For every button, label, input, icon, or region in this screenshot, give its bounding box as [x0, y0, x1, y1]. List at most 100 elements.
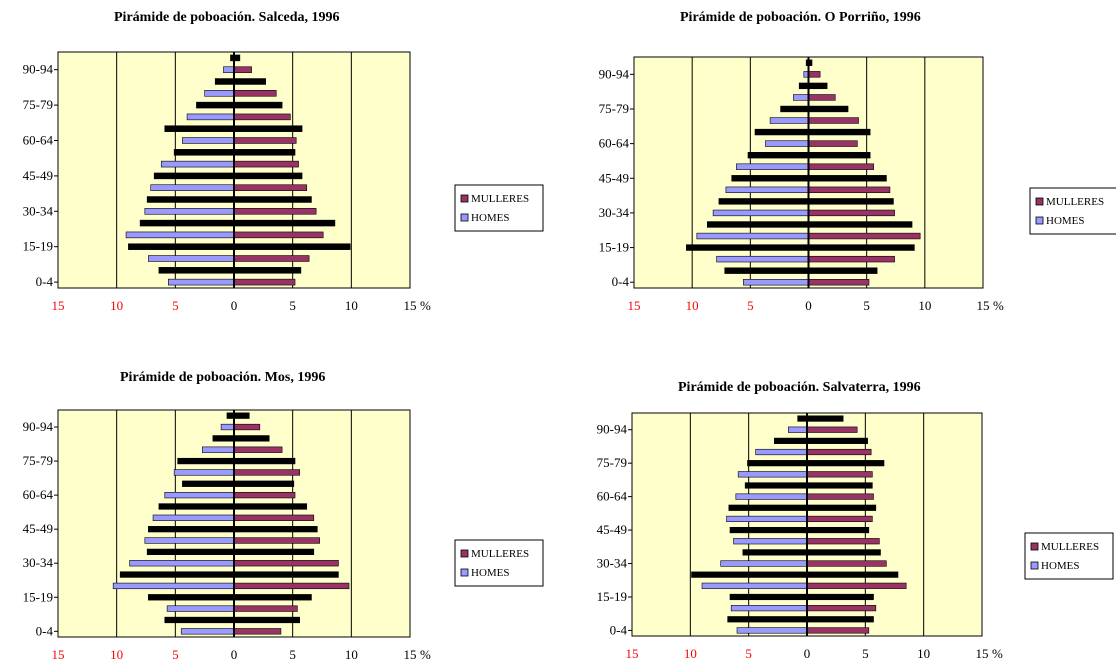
bar-homes	[755, 448, 808, 456]
legend-label-homes: HOMES	[471, 567, 510, 579]
legend-box	[1024, 532, 1114, 580]
y-tick-label: 45-49	[23, 168, 53, 183]
y-tick-label: 0-4	[610, 622, 628, 637]
legend-swatch-mulleres	[460, 549, 469, 558]
x-tick-label: 15	[404, 298, 417, 313]
x-tick-label: 15	[52, 298, 65, 313]
chart-svg-o-porrino: 0-4 15-19 30-34 45-49 60-64 75-79 90-94 15 10 5 0 5…	[599, 56, 1116, 313]
x-tick-label: 0	[804, 646, 811, 661]
bar-mulleres	[806, 549, 881, 556]
x-tick-label: 5	[863, 298, 870, 313]
y-tick-label: 60-64	[23, 487, 54, 502]
y-tick-label: 45-49	[597, 522, 627, 537]
y-tick-label: 45-49	[23, 521, 53, 536]
bar-homes	[720, 560, 808, 567]
bar-homes	[727, 616, 808, 623]
bar-mulleres	[806, 538, 880, 545]
bar-homes	[729, 593, 808, 601]
bar-homes	[735, 493, 808, 500]
y-tick-label: 0-4	[36, 623, 54, 638]
bar-mulleres	[806, 582, 907, 589]
chart-title: Pirámide de poboación. Salvaterra, 1996	[678, 380, 921, 395]
x-tick-label: 10	[345, 647, 358, 662]
y-tick-label: 15-19	[23, 239, 53, 254]
y-tick-label: 15-19	[597, 589, 627, 604]
legend-label-homes: HOMES	[1046, 215, 1085, 227]
y-tick-label: 75-79	[23, 453, 53, 468]
y-tick-label: 60-64	[597, 489, 628, 504]
bar-homes	[744, 482, 808, 489]
y-tick-label: 90-94	[599, 66, 630, 81]
bar-homes	[733, 538, 808, 545]
bar-mulleres	[806, 627, 870, 634]
x-tick-label: 10	[345, 298, 358, 313]
x-unit-label: %	[993, 298, 1004, 313]
x-tick-label: 5	[289, 298, 296, 313]
y-tick-label: 30-34	[599, 205, 630, 220]
x-tick-label: 15	[404, 647, 417, 662]
bar-homes	[701, 582, 808, 589]
legend-label-mulleres: MULLERES	[471, 193, 529, 205]
bar-mulleres	[806, 471, 873, 478]
y-tick-label: 90-94	[597, 422, 628, 437]
x-tick-label: 15	[628, 298, 641, 313]
legend-box	[454, 184, 544, 232]
bar-homes	[788, 426, 808, 433]
bar-homes	[730, 605, 808, 612]
x-tick-label: 5	[172, 647, 179, 662]
bar-homes	[737, 471, 808, 478]
x-tick-label: 5	[172, 298, 179, 313]
chart-title: Pirámide de poboación. Mos, 1996	[120, 370, 326, 385]
y-tick-label: 30-34	[23, 203, 54, 218]
bar-homes	[728, 504, 808, 511]
y-tick-label: 90-94	[23, 419, 54, 434]
bar-mulleres	[806, 415, 844, 422]
bar-mulleres	[806, 493, 874, 500]
x-tick-label: 5	[745, 646, 752, 661]
chart-svg-salceda: 0-4 15-19 30-34 45-49 60-64 75-79 90-94 15 10 5 0 5…	[23, 51, 544, 313]
y-tick-label: 75-79	[597, 455, 627, 470]
chart-svg-mos: 0-4 15-19 30-34 45-49 60-64 75-79 90-94 15 10 5 0 5…	[23, 409, 544, 662]
y-tick-label: 75-79	[23, 97, 53, 112]
y-tick-label: 0-4	[36, 274, 54, 289]
bar-mulleres	[806, 605, 877, 612]
bar-mulleres	[806, 560, 887, 567]
y-tick-label: 60-64	[23, 133, 54, 148]
bar-mulleres	[806, 593, 874, 601]
legend-swatch-homes	[460, 213, 469, 222]
bar-mulleres	[806, 526, 870, 534]
bar-homes	[736, 627, 808, 634]
legend-label-mulleres: MULLERES	[1041, 541, 1099, 553]
legend-box	[454, 539, 544, 587]
x-tick-label: 5	[289, 647, 296, 662]
x-tick-label: 15	[626, 646, 639, 661]
x-unit-label: %	[420, 647, 431, 662]
x-tick-label: 10	[917, 646, 930, 661]
x-tick-label: 15	[977, 298, 990, 313]
legend-swatch-homes	[1035, 216, 1044, 225]
legend-label-homes: HOMES	[1041, 560, 1080, 572]
x-tick-label: 10	[918, 298, 931, 313]
y-tick-label: 30-34	[597, 556, 628, 571]
legend-swatch-mulleres	[460, 194, 469, 203]
legend-swatch-mulleres	[1030, 542, 1039, 551]
bar-mulleres	[806, 437, 868, 444]
y-tick-label: 45-49	[599, 170, 629, 185]
chart-title: Pirámide de poboación. O Porriño, 1996	[680, 10, 921, 25]
bar-mulleres	[806, 426, 858, 433]
y-tick-label: 15-19	[599, 240, 629, 255]
bar-homes	[726, 515, 808, 523]
x-tick-label: 5	[862, 646, 869, 661]
y-tick-label: 90-94	[23, 62, 54, 77]
x-tick-label: 15	[976, 646, 989, 661]
y-tick-label: 15-19	[23, 589, 53, 604]
x-tick-label: 10	[110, 298, 123, 313]
bar-homes	[691, 571, 808, 578]
x-tick-label: 10	[684, 646, 697, 661]
x-unit-label: %	[992, 646, 1003, 661]
legend-swatch-homes	[1030, 561, 1039, 570]
y-tick-label: 60-64	[599, 136, 630, 151]
legend-label-mulleres: MULLERES	[1046, 196, 1104, 208]
x-tick-label: 5	[747, 298, 754, 313]
